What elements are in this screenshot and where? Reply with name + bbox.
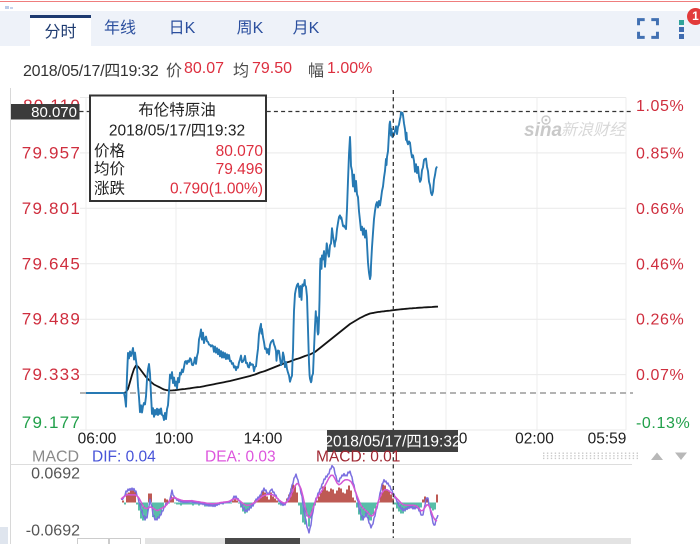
svg-text:DEA: 0.03: DEA: 0.03 (205, 449, 276, 466)
svg-text:DIF: 0.04: DIF: 0.04 (92, 449, 156, 466)
svg-text:80.070: 80.070 (216, 143, 264, 160)
svg-text:80.070: 80.070 (31, 104, 77, 121)
svg-text:-0.13%: -0.13% (636, 415, 690, 432)
svg-text:-0.0692: -0.0692 (26, 523, 80, 540)
svg-text:2018/05/17/四19:32: 2018/05/17/四19:32 (109, 123, 245, 140)
svg-text:价格: 价格 (94, 142, 126, 160)
svg-text:1.05%: 1.05% (636, 98, 684, 115)
svg-text:0.0692: 0.0692 (31, 466, 80, 483)
svg-text:14:00: 14:00 (244, 431, 283, 448)
svg-text:79.489: 79.489 (22, 310, 81, 329)
svg-text:MACD: MACD (32, 449, 79, 466)
svg-text:sina: sina (524, 120, 562, 141)
svg-text:10:00: 10:00 (155, 431, 194, 448)
svg-text:0.85%: 0.85% (636, 145, 684, 162)
svg-text:0.26%: 0.26% (636, 312, 684, 329)
svg-text:0.66%: 0.66% (636, 201, 684, 218)
svg-text:02:00: 02:00 (515, 431, 554, 448)
svg-text:79.496: 79.496 (216, 161, 263, 178)
svg-text:MACD: 0.01: MACD: 0.01 (316, 449, 400, 466)
svg-text:布伦特原油: 布伦特原油 (138, 101, 216, 119)
svg-text:0.07%: 0.07% (636, 367, 684, 384)
svg-text:05:59: 05:59 (588, 431, 627, 448)
svg-text:79.177: 79.177 (22, 413, 81, 432)
svg-text:79.957: 79.957 (22, 143, 81, 162)
svg-text:新浪财经: 新浪财经 (561, 121, 627, 139)
svg-text:涨跌: 涨跌 (94, 180, 125, 198)
svg-text:均价: 均价 (94, 160, 126, 178)
svg-text:0.46%: 0.46% (636, 256, 684, 273)
svg-text:0.790(1.00%): 0.790(1.00%) (170, 181, 263, 198)
svg-text:2018/05/17/四19:32: 2018/05/17/四19:32 (324, 434, 460, 451)
svg-text:79.801: 79.801 (22, 199, 81, 218)
svg-text:06:00: 06:00 (78, 431, 117, 448)
svg-text:79.645: 79.645 (22, 254, 81, 273)
svg-text:79.333: 79.333 (22, 365, 81, 384)
